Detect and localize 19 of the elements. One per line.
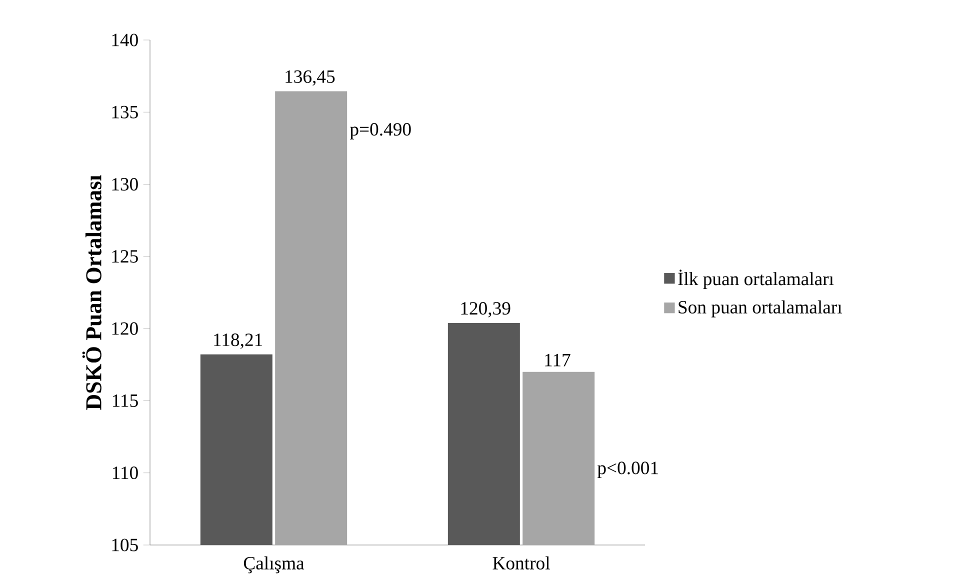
data-label: 118,21 (214, 334, 262, 349)
y-tick-label: 120 (112, 322, 138, 335)
legend-label: Son puan ortalamaları (678, 300, 842, 318)
data-label: 117 (545, 354, 570, 366)
y-tick-label: 130 (112, 178, 138, 191)
y-tick-label: 135 (112, 106, 138, 118)
x-tick-label: Kontrol (492, 556, 550, 570)
data-label: 120,39 (461, 302, 510, 318)
y-axis-title: DSKÖ Puan Ortalaması (82, 175, 102, 410)
y-tick-label: 140 (112, 34, 138, 46)
y-tick-label: 110 (112, 466, 138, 480)
legend-label: İlk puan ortalamaları (678, 270, 834, 290)
annotation: p=0.490 (350, 123, 411, 140)
y-tick-label: 115 (112, 394, 138, 407)
data-label: 136,45 (286, 70, 335, 86)
y-tick-label: 125 (112, 250, 138, 263)
x-tick-label: Çalışma (244, 556, 304, 574)
y-tick-label: 105 (112, 538, 138, 552)
annotation: p<0.001 (597, 462, 658, 478)
